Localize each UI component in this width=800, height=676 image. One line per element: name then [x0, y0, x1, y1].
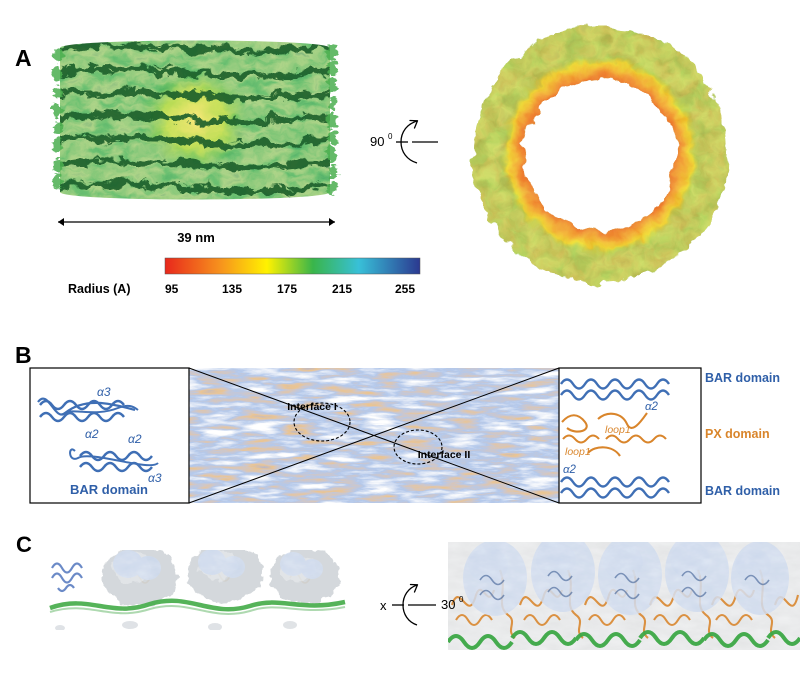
svg-text:B: B	[15, 342, 32, 368]
svg-text:α2: α2	[645, 401, 659, 413]
svg-text:loop1: loop1	[565, 446, 591, 458]
svg-text:135: 135	[222, 282, 242, 296]
svg-text:Interface II: Interface II	[418, 449, 471, 461]
svg-text:x: x	[380, 598, 387, 613]
svg-text:PX domain: PX domain	[705, 427, 770, 441]
svg-text:39 nm: 39 nm	[177, 230, 215, 245]
svg-text:A: A	[15, 45, 32, 71]
svg-text:Radius (A): Radius (A)	[68, 282, 131, 296]
svg-text:BAR domain: BAR domain	[705, 371, 780, 385]
svg-text:175: 175	[277, 282, 297, 296]
svg-text:α2: α2	[85, 427, 99, 441]
svg-text:215: 215	[332, 282, 352, 296]
svg-text:loop1: loop1	[605, 424, 631, 436]
svg-text:α3: α3	[148, 471, 162, 485]
svg-text:0: 0	[388, 132, 393, 141]
svg-text:30: 30	[441, 597, 455, 612]
svg-text:α2: α2	[563, 464, 577, 476]
svg-text:α3: α3	[97, 385, 111, 399]
svg-text:0: 0	[459, 595, 464, 604]
svg-text:95: 95	[165, 282, 179, 296]
svg-text:BAR domain: BAR domain	[70, 482, 148, 497]
svg-text:90: 90	[370, 134, 384, 149]
svg-text:α2: α2	[128, 432, 142, 446]
svg-text:BAR domain: BAR domain	[705, 484, 780, 498]
svg-text:255: 255	[395, 282, 415, 296]
svg-text:Interface I: Interface I	[287, 401, 337, 413]
svg-text:C: C	[16, 532, 32, 557]
